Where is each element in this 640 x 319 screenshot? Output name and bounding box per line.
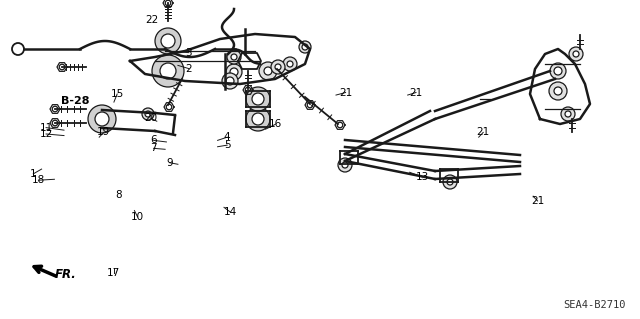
Text: 11: 11 <box>40 122 52 133</box>
Text: 9: 9 <box>166 158 173 168</box>
Circle shape <box>573 51 579 57</box>
Text: 7: 7 <box>150 143 157 153</box>
Circle shape <box>145 111 151 117</box>
Text: 15: 15 <box>111 89 124 99</box>
Text: 17: 17 <box>108 268 120 278</box>
Circle shape <box>299 41 311 53</box>
Circle shape <box>142 108 154 120</box>
Text: 21: 21 <box>410 87 422 98</box>
Circle shape <box>246 87 270 111</box>
Circle shape <box>275 64 281 70</box>
Text: 18: 18 <box>32 175 45 185</box>
Text: 13: 13 <box>416 172 429 182</box>
Circle shape <box>302 44 308 50</box>
Circle shape <box>227 50 241 64</box>
Text: 21: 21 <box>339 87 352 98</box>
Circle shape <box>230 68 238 76</box>
Circle shape <box>549 82 567 100</box>
Circle shape <box>152 55 184 87</box>
Circle shape <box>231 54 237 60</box>
Circle shape <box>226 64 242 80</box>
Text: 22: 22 <box>146 15 159 25</box>
Circle shape <box>283 57 297 71</box>
Circle shape <box>443 175 457 189</box>
Circle shape <box>222 73 238 89</box>
Text: 8: 8 <box>115 189 122 200</box>
Circle shape <box>554 87 562 95</box>
Circle shape <box>554 67 562 75</box>
Circle shape <box>271 60 285 74</box>
Circle shape <box>338 158 352 172</box>
Circle shape <box>287 61 293 67</box>
Text: 14: 14 <box>224 207 237 217</box>
Circle shape <box>252 93 264 105</box>
Text: B-28: B-28 <box>61 96 90 107</box>
Text: 6: 6 <box>150 135 157 145</box>
Circle shape <box>246 107 270 131</box>
Circle shape <box>160 63 176 79</box>
Text: 3: 3 <box>186 48 192 58</box>
Circle shape <box>161 34 175 48</box>
Text: FR.: FR. <box>55 268 77 280</box>
Circle shape <box>264 67 272 75</box>
Circle shape <box>550 63 566 79</box>
Text: 5: 5 <box>224 140 230 150</box>
Text: 4: 4 <box>224 132 230 142</box>
Text: 1: 1 <box>30 169 36 179</box>
Text: 21: 21 <box>477 127 490 137</box>
Text: 2: 2 <box>186 63 192 74</box>
Text: 16: 16 <box>269 119 282 130</box>
Text: 10: 10 <box>131 212 144 222</box>
Circle shape <box>561 107 575 121</box>
Circle shape <box>342 162 348 168</box>
Circle shape <box>95 112 109 126</box>
Circle shape <box>155 28 181 54</box>
Text: 19: 19 <box>97 127 110 137</box>
Text: SEA4-B2710: SEA4-B2710 <box>564 300 627 310</box>
Circle shape <box>447 179 453 185</box>
Text: 20: 20 <box>144 113 157 123</box>
Circle shape <box>88 105 116 133</box>
Circle shape <box>569 47 583 61</box>
Circle shape <box>226 77 234 85</box>
Text: 12: 12 <box>40 129 52 139</box>
Circle shape <box>252 113 264 125</box>
Text: 21: 21 <box>531 196 544 206</box>
Circle shape <box>565 111 571 117</box>
Circle shape <box>259 62 277 80</box>
